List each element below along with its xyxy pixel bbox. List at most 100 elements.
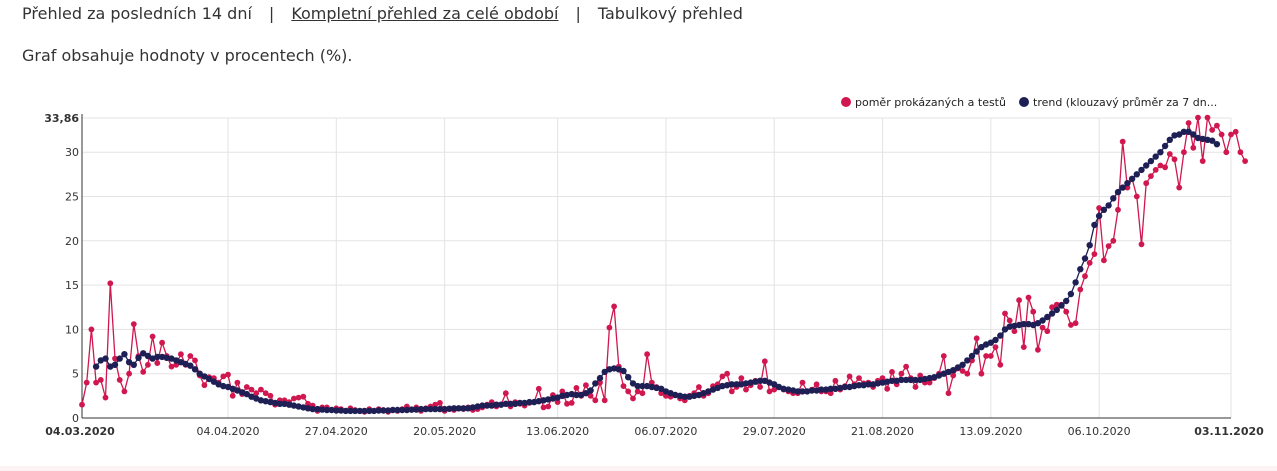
data-point — [959, 368, 966, 374]
data-point — [1016, 297, 1022, 304]
nav-link-last-14-days[interactable]: Přehled za posledních 14 dní — [22, 4, 252, 23]
data-point — [1166, 136, 1174, 143]
data-point — [140, 350, 147, 357]
data-point — [757, 384, 763, 390]
data-point — [248, 386, 255, 393]
data-point — [728, 381, 735, 388]
data-point — [130, 321, 137, 327]
data-point — [159, 339, 166, 346]
data-point — [658, 390, 665, 397]
data-point — [983, 353, 989, 359]
legend-label: trend (klouzavý průměr za 7 dn... — [1033, 96, 1217, 109]
data-point — [771, 386, 778, 393]
data-point — [1058, 302, 1065, 309]
data-point — [154, 353, 161, 361]
data-point — [978, 370, 985, 377]
data-point — [1176, 131, 1183, 138]
data-point — [300, 393, 307, 400]
x-tick-label: 06.07.2020 — [634, 425, 697, 438]
data-point — [1072, 279, 1079, 286]
data-point — [319, 406, 326, 413]
data-point — [187, 353, 194, 359]
data-point — [1049, 304, 1055, 311]
data-point — [992, 336, 999, 344]
data-point — [545, 403, 552, 410]
data-point — [163, 354, 170, 361]
data-point — [808, 387, 816, 394]
data-point — [210, 378, 218, 385]
data-point — [1011, 328, 1018, 335]
data-point — [945, 390, 952, 397]
data-point — [917, 372, 924, 379]
nav-link-full-period[interactable]: Kompletní přehled za celé období — [291, 4, 559, 23]
data-point — [1001, 326, 1009, 333]
data-point — [884, 378, 891, 385]
data-point — [1180, 128, 1188, 135]
data-point — [1148, 173, 1154, 180]
data-point — [1095, 212, 1103, 220]
x-tick-label: 27.04.2020 — [305, 425, 368, 438]
data-point — [1152, 167, 1159, 173]
data-point — [1034, 320, 1042, 327]
data-point — [1128, 175, 1136, 182]
data-point — [822, 386, 830, 393]
data-point — [639, 382, 646, 390]
data-point — [112, 355, 118, 362]
legend-marker — [841, 97, 851, 107]
data-point — [432, 405, 439, 413]
data-point — [149, 333, 156, 340]
data-point — [1147, 157, 1155, 165]
data-point — [1218, 131, 1225, 138]
data-point — [516, 399, 524, 407]
x-tick-label: 29.07.2020 — [743, 425, 806, 438]
data-point — [1100, 206, 1108, 213]
data-point — [1199, 135, 1206, 143]
data-point — [629, 380, 637, 387]
data-point — [959, 361, 966, 368]
data-point — [342, 407, 349, 415]
data-point — [422, 405, 429, 413]
data-point — [1209, 137, 1216, 144]
x-tick-label: 03.11.2020 — [1194, 425, 1264, 438]
data-point — [1138, 241, 1145, 248]
data-point — [1195, 114, 1201, 121]
data-point — [1124, 180, 1131, 187]
data-point — [97, 377, 104, 383]
data-point — [644, 351, 650, 358]
data-point — [587, 387, 594, 394]
data-point — [559, 392, 566, 399]
data-point — [1143, 180, 1150, 187]
data-point — [1185, 128, 1192, 135]
data-point — [968, 352, 976, 360]
data-point — [1091, 221, 1098, 229]
data-point — [201, 382, 208, 389]
data-point — [314, 405, 321, 413]
y-tick-label: 5 — [72, 368, 79, 381]
data-point — [92, 363, 100, 370]
data-point — [1039, 317, 1046, 324]
data-point — [446, 405, 453, 412]
data-point — [413, 406, 420, 413]
data-point — [205, 375, 213, 383]
data-point — [93, 379, 99, 386]
data-point — [253, 390, 260, 397]
nav-link-table-view[interactable]: Tabulkový přehled — [597, 4, 743, 23]
data-point — [1044, 313, 1051, 321]
data-point — [761, 358, 768, 365]
data-point — [874, 380, 881, 387]
data-point — [973, 335, 980, 342]
data-point — [507, 400, 514, 407]
data-point — [950, 372, 957, 379]
data-point — [818, 386, 825, 393]
y-tick-label: 10 — [65, 323, 79, 336]
data-point — [648, 379, 655, 386]
data-point — [460, 405, 467, 412]
data-point — [535, 385, 542, 392]
data-point — [630, 395, 636, 402]
data-point — [554, 399, 561, 405]
data-point — [370, 407, 378, 415]
data-point — [1157, 162, 1164, 169]
data-point — [295, 394, 302, 401]
data-point — [672, 391, 679, 399]
x-tick-label: 04.03.2020 — [45, 425, 115, 438]
